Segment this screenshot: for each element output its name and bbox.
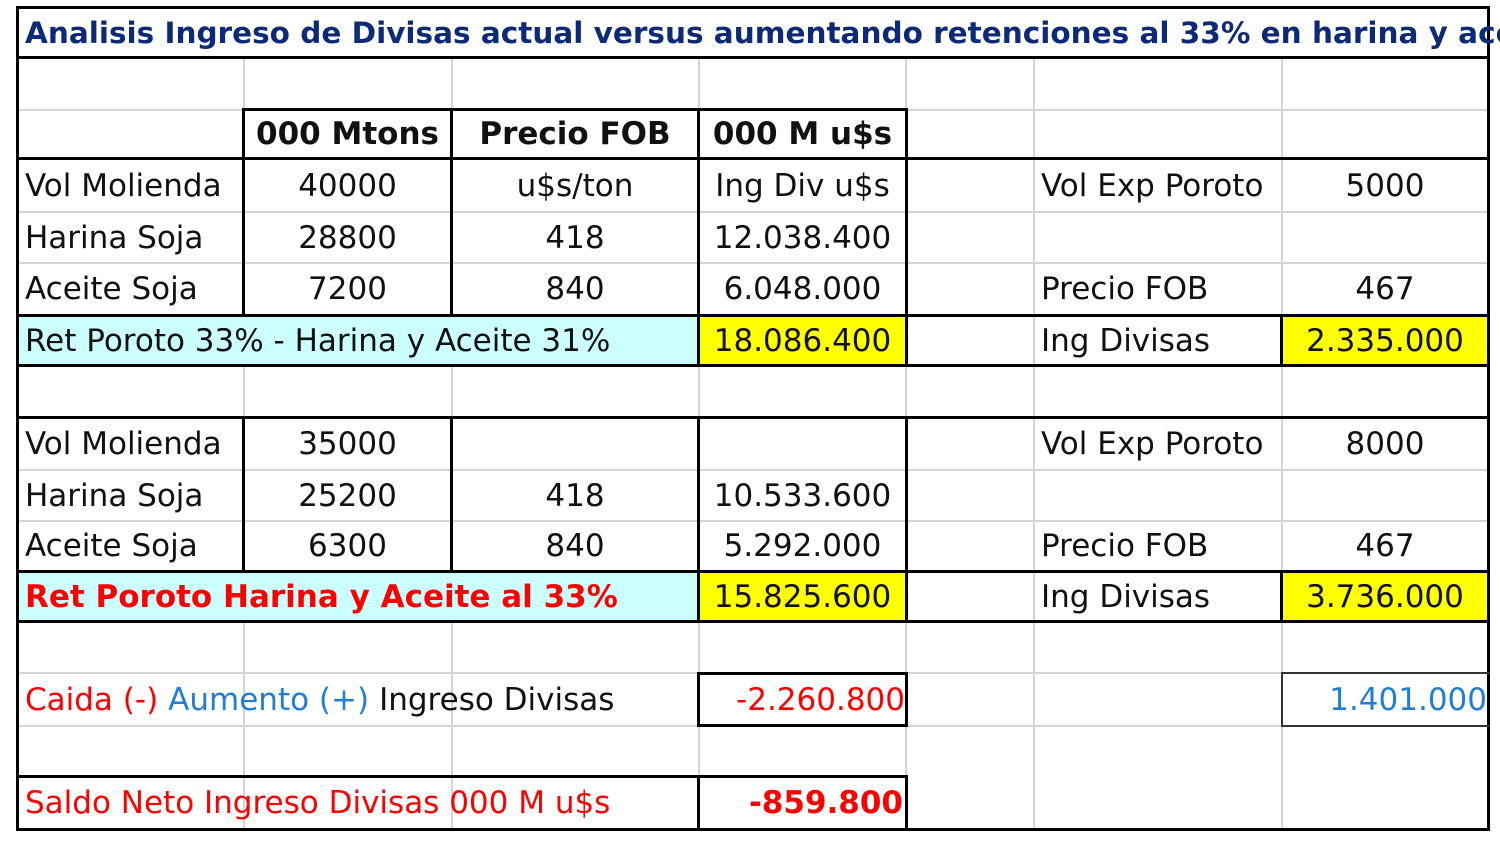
cell-vol-exp-poroto-2: 8000: [1345, 426, 1425, 462]
cell-vol-exp-poroto: 5000: [1345, 167, 1425, 204]
label-vol-exp-poroto-2: Vol Exp Poroto: [1041, 426, 1264, 462]
row-label-harina: Harina Soja: [25, 219, 204, 256]
total-label-actual: Ret Poroto 33% - Harina y Aceite 31%: [19, 317, 697, 364]
row-label-aceite: Aceite Soja: [25, 271, 198, 307]
label-ing-divisas-33: Ing Divisas: [1041, 578, 1211, 615]
diff-value: -2.260.800: [736, 681, 905, 718]
poroto-ing-actual: 2.335.000: [1283, 317, 1487, 364]
cell-unit-price: u$s/ton: [516, 167, 634, 204]
header-musd: 000 M u$s: [712, 116, 893, 152]
header-mtons: 000 Mtons: [256, 116, 439, 152]
label-precio-fob-poroto: Precio FOB: [1041, 271, 1209, 307]
cell-harina-vol: 28800: [298, 219, 397, 256]
total-33: 15.825.600: [700, 573, 905, 620]
diff-label-aumento: Aumento (+): [168, 682, 370, 718]
row-label-aceite-2: Aceite Soja: [25, 528, 198, 564]
cell-aceite-vol-2: 6300: [308, 528, 387, 564]
cell-harina-ing: 12.038.400: [713, 219, 892, 256]
label-vol-exp-poroto: Vol Exp Poroto: [1041, 167, 1264, 204]
cell-unit-ing: Ing Div u$s: [715, 167, 890, 204]
poroto-ing-33: 3.736.000: [1283, 573, 1487, 620]
cell-aceite-price: 840: [545, 271, 605, 307]
cell-harina-ing-2: 10.533.600: [713, 477, 892, 514]
cell-harina-price-2: 418: [545, 477, 605, 514]
saldo-label: Saldo Neto Ingreso Divisas 000 M u$s: [25, 785, 611, 821]
saldo-value: -859.800: [748, 785, 903, 821]
total-actual: 18.086.400: [700, 317, 905, 364]
cell-precio-fob-poroto: 467: [1355, 271, 1415, 307]
spreadsheet: Analisis Ingreso de Divisas actual versu…: [16, 6, 1500, 831]
cell-vol-molienda-2: 35000: [298, 426, 397, 462]
cell-aceite-price-2: 840: [545, 528, 605, 564]
cell-harina-price: 418: [545, 219, 605, 256]
diff-label-caida: Caida (-): [25, 682, 159, 718]
row-label-vol-molienda-2: Vol Molienda: [25, 426, 222, 462]
diff-label: Caida (-) Aumento (+) Ingreso Divisas: [19, 675, 697, 725]
cell-precio-fob-poroto-2: 467: [1355, 528, 1415, 564]
sheet-title: Analisis Ingreso de Divisas actual versu…: [25, 15, 1500, 50]
cell-harina-vol-2: 25200: [298, 477, 397, 514]
label-precio-fob-poroto-2: Precio FOB: [1041, 528, 1209, 564]
row-label-harina-2: Harina Soja: [25, 477, 204, 514]
cell-aceite-ing: 6.048.000: [723, 271, 882, 307]
cell-vol-molienda: 40000: [298, 167, 397, 204]
label-ing-divisas-actual: Ing Divisas: [1041, 322, 1211, 359]
cell-aceite-vol: 7200: [308, 271, 387, 307]
cell-aceite-ing-2: 5.292.000: [723, 528, 882, 564]
diff-label-rest: Ingreso Divisas: [379, 682, 615, 718]
diff-poroto-value: 1.401.000: [1329, 681, 1487, 718]
row-label-vol-molienda: Vol Molienda: [25, 167, 222, 204]
total-label-33: Ret Poroto Harina y Aceite al 33%: [19, 573, 697, 620]
header-precio-fob: Precio FOB: [479, 116, 671, 152]
